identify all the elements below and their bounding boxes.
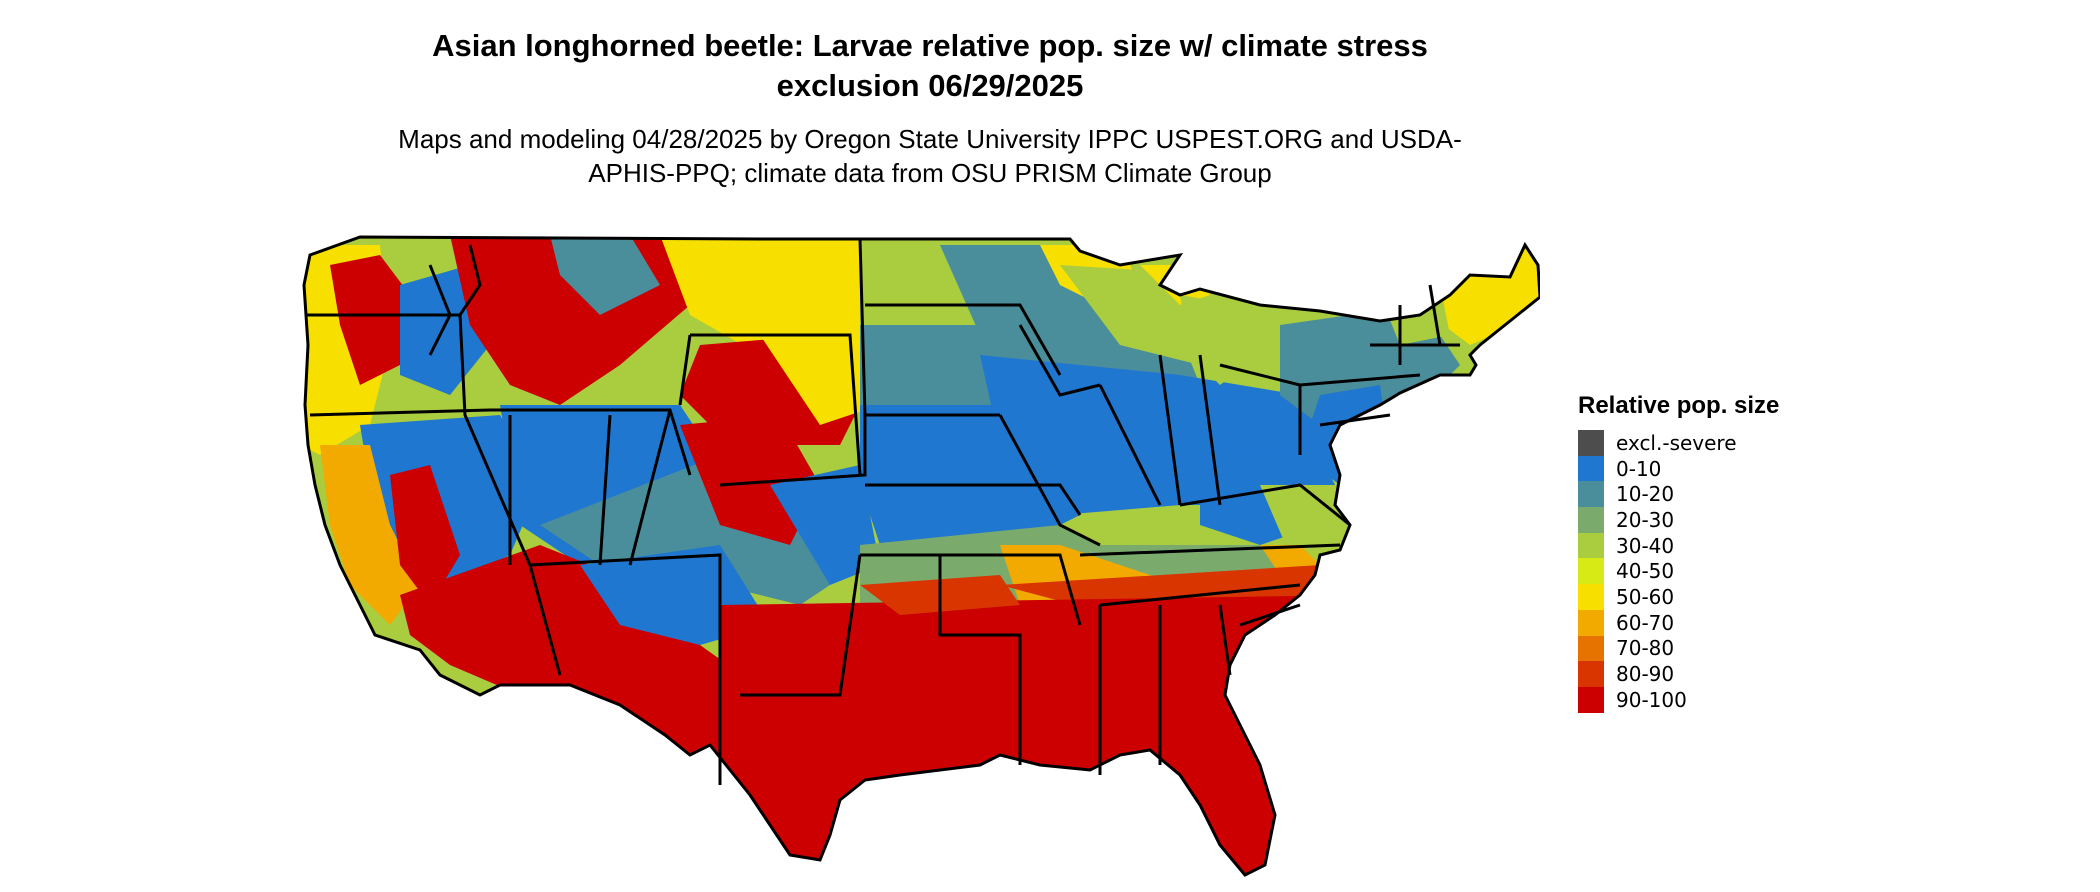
legend-label: 60-70	[1616, 610, 1675, 635]
virginia-piedmont	[1260, 485, 1350, 555]
montana-plains	[660, 237, 860, 355]
legend-swatch	[1578, 661, 1604, 687]
legend-item: 0-10	[1578, 455, 1779, 482]
legend-label: 0-10	[1616, 456, 1662, 481]
state-borders	[302, 235, 1540, 877]
legend-swatch	[1578, 455, 1604, 482]
california-coast-ranges	[320, 445, 420, 625]
legend-item: 80-90	[1578, 661, 1779, 687]
legend-item: 90-100	[1578, 686, 1779, 713]
us-map	[302, 235, 1540, 877]
southern-rockies	[680, 415, 820, 545]
legend-label: 90-100	[1616, 687, 1687, 712]
legend-swatch	[1578, 532, 1604, 559]
legend-label: 30-40	[1616, 533, 1675, 558]
legend-item: excl.-severe	[1578, 430, 1779, 456]
montana-valleys	[550, 237, 660, 315]
deep-south	[720, 595, 1360, 875]
sierra-nevada	[390, 465, 460, 605]
legend-swatch	[1578, 558, 1604, 585]
legend-swatch	[1578, 507, 1604, 533]
legend-item: 60-70	[1578, 609, 1779, 636]
cascades	[330, 255, 410, 385]
legend-item: 40-50	[1578, 558, 1779, 585]
legend-swatch	[1578, 635, 1604, 662]
legend-label: 40-50	[1616, 559, 1675, 584]
legend-label: 80-90	[1616, 662, 1675, 687]
legend-label: 10-20	[1616, 482, 1675, 507]
legend-label: 20-30	[1616, 507, 1675, 532]
legend-label: 50-60	[1616, 584, 1675, 609]
legend: Relative pop. size excl.-severe 0-10 10-20…	[1578, 392, 1779, 713]
legend-item: 20-30	[1578, 507, 1779, 533]
legend-title: Relative pop. size	[1578, 392, 1780, 419]
legend-swatch	[1578, 584, 1604, 610]
wyoming-basin	[760, 335, 880, 425]
legend-item: 50-60	[1578, 584, 1779, 610]
legend-item: 10-20	[1578, 481, 1779, 508]
legend-item: 70-80	[1578, 635, 1779, 662]
legend-items: excl.-severe 0-10 10-20 20-30 30-40 40-50 50-6…	[1578, 430, 1779, 713]
legend-swatch	[1578, 686, 1604, 713]
legend-item: 30-40	[1578, 532, 1779, 559]
map-title: Asian longhorned beetle: Larvae relative…	[432, 28, 1428, 103]
legend-label: excl.-severe	[1616, 430, 1737, 455]
map-subtitle: Maps and modeling 04/28/2025 by Oregon S…	[398, 124, 1462, 188]
new-mexico-highlands	[770, 465, 880, 585]
desert-southwest	[400, 545, 770, 785]
legend-swatch	[1578, 609, 1604, 636]
legend-swatch	[1578, 430, 1604, 456]
legend-label: 70-80	[1616, 636, 1675, 661]
legend-swatch	[1578, 481, 1604, 508]
title-block: Asian longhorned beetle: Larvae relative…	[0, 26, 1860, 190]
